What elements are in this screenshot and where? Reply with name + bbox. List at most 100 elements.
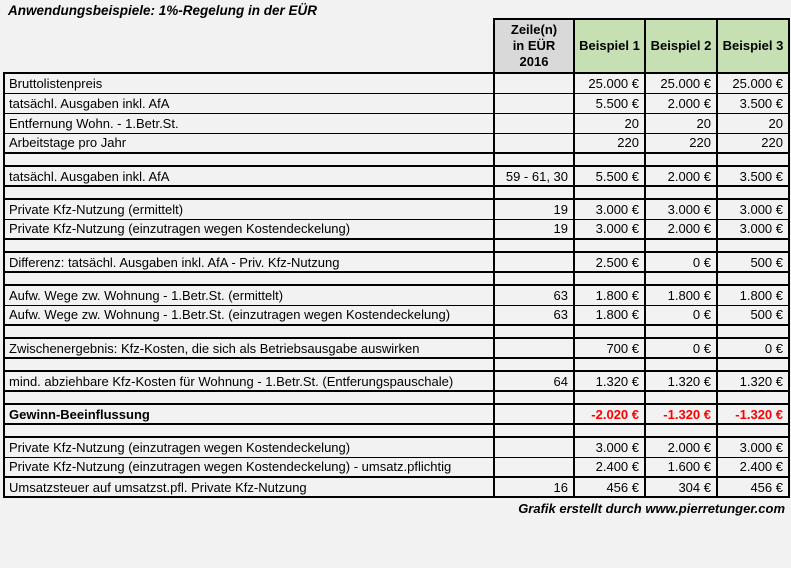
column-header-beispiel-3: Beispiel 3 <box>716 18 790 74</box>
cell-zeile: 16 <box>493 476 575 498</box>
row-label: tatsächl. Ausgaben inkl. AfA <box>3 92 495 114</box>
cell-zeile <box>493 403 575 425</box>
table-row: Entfernung Wohn. - 1.Betr.St. 20 20 20 <box>3 112 790 134</box>
cell-zeile <box>493 456 575 478</box>
spacer-row <box>3 390 790 405</box>
spacer-cell <box>493 423 575 438</box>
cell-beispiel-1: 25.000 € <box>573 72 646 94</box>
spacer-cell <box>493 271 575 286</box>
cell-zeile <box>493 251 575 273</box>
cell-beispiel-2: 220 <box>644 132 718 154</box>
cell-beispiel-1: 3.000 € <box>573 436 646 458</box>
cell-beispiel-2: 2.000 € <box>644 92 718 114</box>
cell-zeile: 19 <box>493 218 575 240</box>
cell-zeile: 64 <box>493 370 575 392</box>
cell-beispiel-2: 2.000 € <box>644 165 718 187</box>
cell-beispiel-1: 3.000 € <box>573 198 646 220</box>
cell-beispiel-2: 3.000 € <box>644 198 718 220</box>
spacer-cell <box>573 238 646 253</box>
spacer-cell <box>716 152 790 167</box>
cell-zeile: 59 - 61, 30 <box>493 165 575 187</box>
cell-beispiel-3: 25.000 € <box>716 72 790 94</box>
row-label: Zwischenergebnis: Kfz-Kosten, die sich a… <box>3 337 495 359</box>
row-label: Differenz: tatsächl. Ausgaben inkl. AfA … <box>3 251 495 273</box>
column-header-zeile-line2: in EÜR 2016 <box>512 38 556 69</box>
spacer-cell <box>716 238 790 253</box>
spacer-cell <box>3 423 495 438</box>
cell-beispiel-1: 5.500 € <box>573 92 646 114</box>
cell-beispiel-3: 20 <box>716 112 790 134</box>
cell-zeile <box>493 132 575 154</box>
eur-table: Zeile(n) in EÜR 2016 Beispiel 1 Beispiel… <box>3 18 790 498</box>
spacer-cell <box>493 390 575 405</box>
cell-beispiel-3: 500 € <box>716 304 790 326</box>
row-label: tatsächl. Ausgaben inkl. AfA <box>3 165 495 187</box>
cell-beispiel-2: 0 € <box>644 304 718 326</box>
column-header-beispiel-2: Beispiel 2 <box>644 18 718 74</box>
cell-beispiel-2: 0 € <box>644 251 718 273</box>
spacer-cell <box>493 152 575 167</box>
column-header-zeile: Zeile(n) in EÜR 2016 <box>493 18 575 74</box>
cell-beispiel-1: 2.400 € <box>573 456 646 478</box>
cell-zeile <box>493 436 575 458</box>
cell-beispiel-2: 1.320 € <box>644 370 718 392</box>
cell-beispiel-1: 5.500 € <box>573 165 646 187</box>
row-label: Arbeitstage pro Jahr <box>3 132 495 154</box>
table-row: Bruttolistenpreis 25.000 €25.000 €25.000 … <box>3 72 790 94</box>
cell-beispiel-2: 25.000 € <box>644 72 718 94</box>
row-label: Private Kfz-Nutzung (einzutragen wegen K… <box>3 456 495 478</box>
cell-zeile: 63 <box>493 304 575 326</box>
spacer-cell <box>493 357 575 372</box>
spacer-row <box>3 423 790 438</box>
cell-beispiel-3: 1.800 € <box>716 284 790 306</box>
spacer-cell <box>573 185 646 200</box>
table-row: Private Kfz-Nutzung (einzutragen wegen K… <box>3 456 790 478</box>
row-label: Entfernung Wohn. - 1.Betr.St. <box>3 112 495 134</box>
cell-beispiel-2: 1.600 € <box>644 456 718 478</box>
cell-beispiel-3: 3.000 € <box>716 218 790 240</box>
row-label: Private Kfz-Nutzung (einzutragen wegen K… <box>3 218 495 240</box>
column-header-beispiel-1: Beispiel 1 <box>573 18 646 74</box>
spacer-cell <box>573 271 646 286</box>
table-row: Aufw. Wege zw. Wohnung - 1.Betr.St. (erm… <box>3 284 790 306</box>
cell-beispiel-3: 3.000 € <box>716 436 790 458</box>
spacer-cell <box>716 423 790 438</box>
cell-beispiel-3: -1.320 € <box>716 403 790 425</box>
spacer-cell <box>716 271 790 286</box>
table-row: Private Kfz-Nutzung (einzutragen wegen K… <box>3 218 790 240</box>
spacer-row <box>3 238 790 253</box>
spacer-cell <box>644 324 718 339</box>
cell-beispiel-1: 20 <box>573 112 646 134</box>
row-label: Private Kfz-Nutzung (ermittelt) <box>3 198 495 220</box>
spacer-cell <box>644 423 718 438</box>
spacer-cell <box>3 390 495 405</box>
spacer-cell <box>493 238 575 253</box>
cell-zeile <box>493 337 575 359</box>
spacer-cell <box>644 390 718 405</box>
table-row: Arbeitstage pro Jahr 220 220 220 <box>3 132 790 154</box>
spacer-row <box>3 152 790 167</box>
cell-beispiel-2: -1.320 € <box>644 403 718 425</box>
cell-beispiel-1: 1.800 € <box>573 284 646 306</box>
spacer-cell <box>573 152 646 167</box>
cell-beispiel-1: 1.320 € <box>573 370 646 392</box>
cell-zeile: 63 <box>493 284 575 306</box>
row-label: Aufw. Wege zw. Wohnung - 1.Betr.St. (erm… <box>3 284 495 306</box>
row-label: mind. abziehbare Kfz-Kosten für Wohnung … <box>3 370 495 392</box>
table-row: Gewinn-Beeinflussung -2.020 € -1.320 € -1.3… <box>3 403 790 425</box>
spacer-cell <box>716 185 790 200</box>
cell-beispiel-3: 456 € <box>716 476 790 498</box>
spacer-cell <box>493 185 575 200</box>
cell-beispiel-1: 456 € <box>573 476 646 498</box>
cell-beispiel-3: 3.000 € <box>716 198 790 220</box>
cell-beispiel-2: 2.000 € <box>644 436 718 458</box>
cell-beispiel-2: 0 € <box>644 337 718 359</box>
table-row: Aufw. Wege zw. Wohnung - 1.Betr.St. (ein… <box>3 304 790 326</box>
cell-beispiel-3: 0 € <box>716 337 790 359</box>
cell-beispiel-3: 3.500 € <box>716 165 790 187</box>
spacer-cell <box>3 185 495 200</box>
cell-beispiel-3: 500 € <box>716 251 790 273</box>
header-row: Zeile(n) in EÜR 2016 Beispiel 1 Beispiel… <box>4 18 790 74</box>
table-row: Zwischenergebnis: Kfz-Kosten, die sich a… <box>3 337 790 359</box>
row-label: Aufw. Wege zw. Wohnung - 1.Betr.St. (ein… <box>3 304 495 326</box>
